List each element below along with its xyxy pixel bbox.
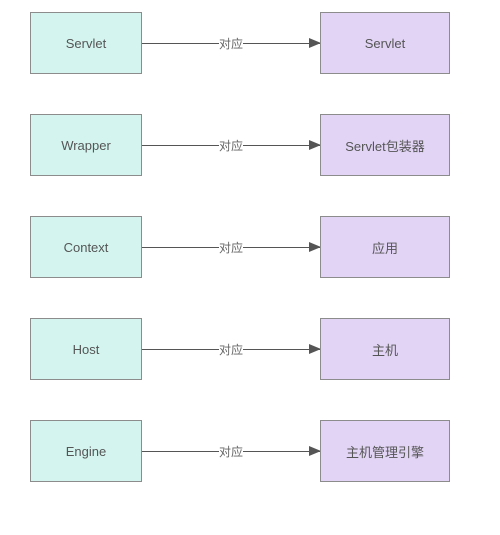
mapping-diagram: Servlet 对应 Servlet Wrapper 对应 Servl: [0, 8, 500, 482]
connector-label: 对应: [219, 341, 243, 358]
right-box-label: 主机: [372, 340, 398, 359]
left-box: Context: [30, 216, 142, 278]
left-box-label: Servlet: [66, 36, 106, 51]
right-box-label: Servlet: [365, 36, 405, 51]
connector-label: 对应: [219, 35, 243, 52]
connector-line-wrap: [243, 247, 320, 248]
right-box-label: 主机管理引擎: [346, 442, 424, 461]
right-box-label: Servlet包装器: [345, 136, 424, 155]
connector-line-wrap: [243, 145, 320, 146]
connector-line: [142, 451, 219, 452]
diagram-row: Engine 对应 主机管理引擎: [0, 420, 500, 482]
diagram-row: Servlet 对应 Servlet: [0, 12, 500, 74]
connector-label: 对应: [219, 137, 243, 154]
connector-label: 对应: [219, 443, 243, 460]
right-box: Servlet: [320, 12, 450, 74]
diagram-row: Host 对应 主机: [0, 318, 500, 380]
connector: 对应: [142, 420, 320, 482]
right-box: 应用: [320, 216, 450, 278]
connector: 对应: [142, 318, 320, 380]
diagram-row: Wrapper 对应 Servlet包装器: [0, 114, 500, 176]
right-box: 主机管理引擎: [320, 420, 450, 482]
connector-line-wrap: [243, 451, 320, 452]
connector-line-wrap: [243, 349, 320, 350]
right-box: Servlet包装器: [320, 114, 450, 176]
left-box-label: Host: [73, 342, 100, 357]
connector-line: [142, 247, 219, 248]
connector: 对应: [142, 216, 320, 278]
left-box: Engine: [30, 420, 142, 482]
connector: 对应: [142, 114, 320, 176]
right-box: 主机: [320, 318, 450, 380]
left-box: Host: [30, 318, 142, 380]
connector-line-wrap: [243, 43, 320, 44]
connector-line: [142, 349, 219, 350]
connector-line: [142, 43, 219, 44]
connector-line: [142, 145, 219, 146]
left-box-label: Context: [64, 240, 109, 255]
left-box: Wrapper: [30, 114, 142, 176]
left-box-label: Wrapper: [61, 138, 111, 153]
connector-label: 对应: [219, 239, 243, 256]
left-box: Servlet: [30, 12, 142, 74]
diagram-row: Context 对应 应用: [0, 216, 500, 278]
right-box-label: 应用: [372, 238, 398, 257]
left-box-label: Engine: [66, 444, 106, 459]
connector: 对应: [142, 12, 320, 74]
